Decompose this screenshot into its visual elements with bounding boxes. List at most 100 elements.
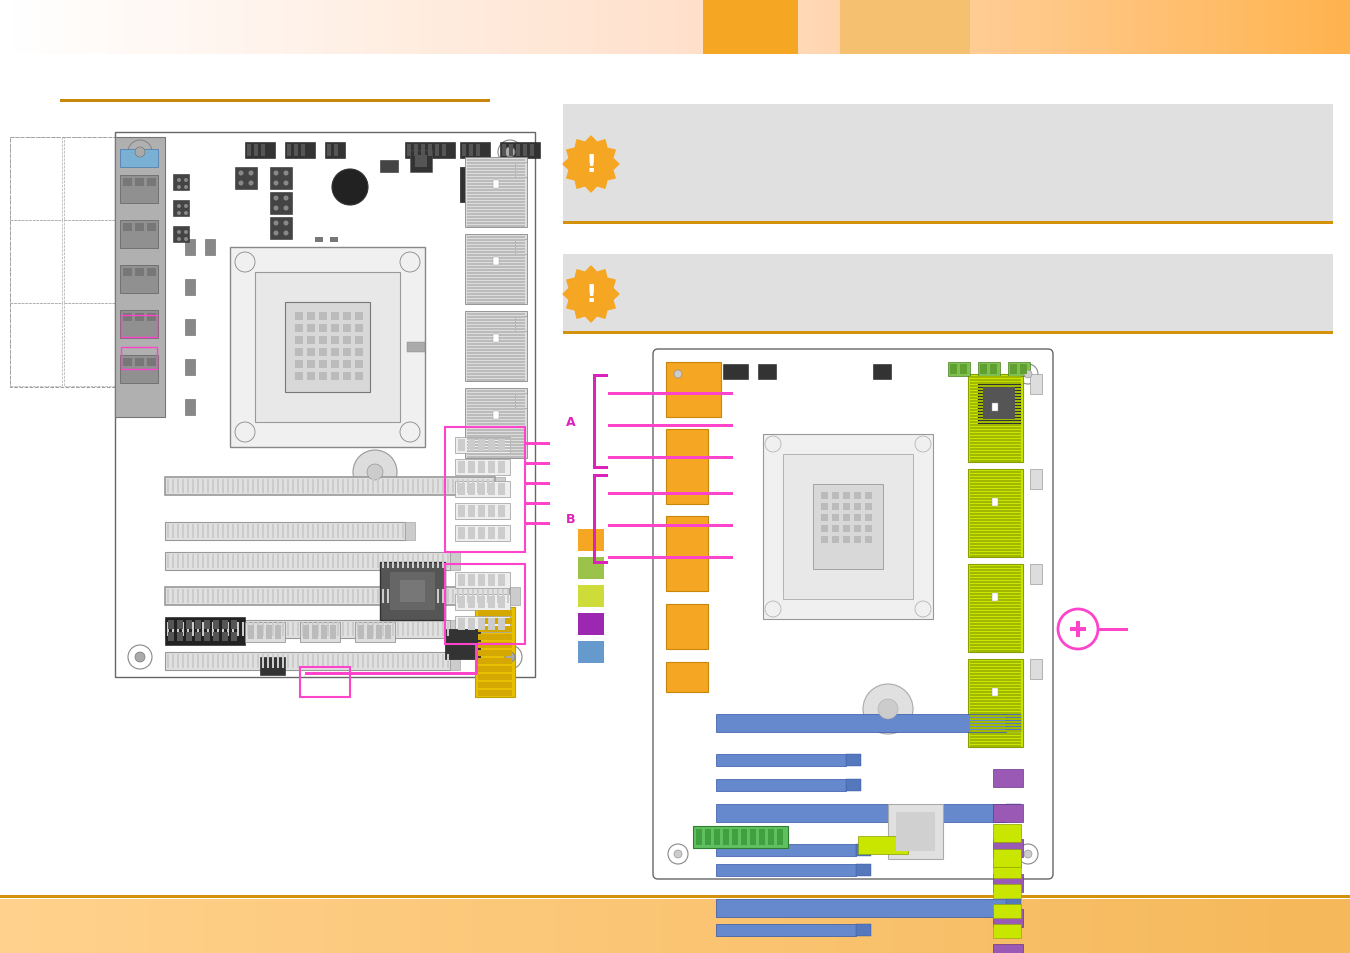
Bar: [971, 477, 1021, 479]
Bar: [194, 633, 201, 641]
Bar: [971, 664, 1021, 666]
Bar: [173, 201, 189, 216]
Bar: [331, 360, 339, 369]
Bar: [244, 622, 285, 642]
Bar: [256, 899, 271, 953]
Bar: [342, 622, 344, 637]
Bar: [177, 589, 180, 603]
Bar: [306, 360, 315, 369]
Bar: [482, 589, 485, 603]
Bar: [204, 620, 211, 629]
Bar: [971, 730, 1021, 732]
Bar: [414, 145, 418, 157]
Bar: [837, 899, 852, 953]
Bar: [405, 522, 414, 540]
Bar: [450, 652, 460, 670]
Bar: [332, 524, 333, 538]
Bar: [994, 840, 1023, 857]
Bar: [427, 655, 429, 668]
Bar: [896, 812, 936, 851]
Bar: [1256, 0, 1270, 55]
Bar: [355, 325, 363, 333]
Bar: [238, 589, 239, 603]
Bar: [342, 479, 344, 494]
Bar: [266, 625, 271, 639]
Bar: [213, 633, 219, 641]
Bar: [230, 899, 244, 953]
Bar: [267, 555, 269, 568]
Bar: [478, 626, 512, 633]
Bar: [9, 138, 62, 221]
Bar: [216, 0, 231, 55]
Bar: [255, 273, 400, 422]
Bar: [256, 555, 259, 568]
Bar: [367, 479, 369, 494]
Bar: [356, 655, 359, 668]
Bar: [182, 479, 184, 494]
Bar: [406, 589, 409, 603]
Bar: [608, 424, 733, 428]
Bar: [397, 622, 400, 637]
Bar: [487, 483, 495, 496]
Bar: [167, 655, 169, 668]
Circle shape: [239, 172, 243, 176]
Bar: [323, 479, 324, 494]
Bar: [526, 899, 541, 953]
Bar: [500, 0, 514, 55]
Bar: [197, 555, 198, 568]
Bar: [971, 392, 1021, 393]
Bar: [347, 589, 350, 603]
Bar: [462, 479, 464, 494]
Bar: [427, 589, 429, 603]
Circle shape: [177, 205, 181, 209]
Bar: [1161, 0, 1176, 55]
Bar: [467, 294, 525, 295]
Bar: [262, 479, 265, 494]
Bar: [188, 479, 189, 494]
Bar: [355, 349, 363, 356]
Bar: [271, 589, 274, 603]
Bar: [950, 365, 957, 375]
Bar: [373, 655, 374, 668]
Bar: [1215, 0, 1230, 55]
Bar: [514, 240, 526, 254]
Bar: [437, 589, 439, 603]
Bar: [412, 622, 414, 637]
Bar: [971, 745, 1021, 747]
Bar: [467, 417, 525, 419]
Bar: [992, 403, 998, 412]
Bar: [971, 389, 1021, 390]
Bar: [247, 145, 251, 157]
Bar: [516, 145, 520, 157]
Bar: [478, 483, 485, 496]
Bar: [514, 163, 526, 178]
Bar: [296, 373, 302, 380]
Circle shape: [248, 172, 254, 176]
Bar: [467, 399, 525, 401]
Bar: [123, 269, 132, 276]
Polygon shape: [585, 267, 598, 294]
Bar: [427, 479, 429, 494]
Bar: [714, 829, 720, 845]
Bar: [277, 479, 279, 494]
Bar: [478, 597, 485, 608]
Bar: [467, 430, 525, 431]
Bar: [256, 524, 259, 538]
Bar: [182, 589, 184, 603]
Bar: [63, 221, 116, 304]
Bar: [972, 899, 987, 953]
Bar: [972, 0, 987, 55]
Bar: [971, 724, 1021, 726]
Bar: [192, 622, 194, 637]
Bar: [971, 428, 1021, 429]
Bar: [54, 899, 69, 953]
Bar: [247, 479, 248, 494]
Bar: [123, 314, 132, 322]
Bar: [971, 410, 1021, 411]
Bar: [971, 677, 1021, 678]
Circle shape: [177, 186, 181, 190]
Bar: [406, 555, 409, 568]
Bar: [971, 691, 1021, 693]
Bar: [323, 555, 324, 568]
Bar: [971, 569, 1021, 571]
